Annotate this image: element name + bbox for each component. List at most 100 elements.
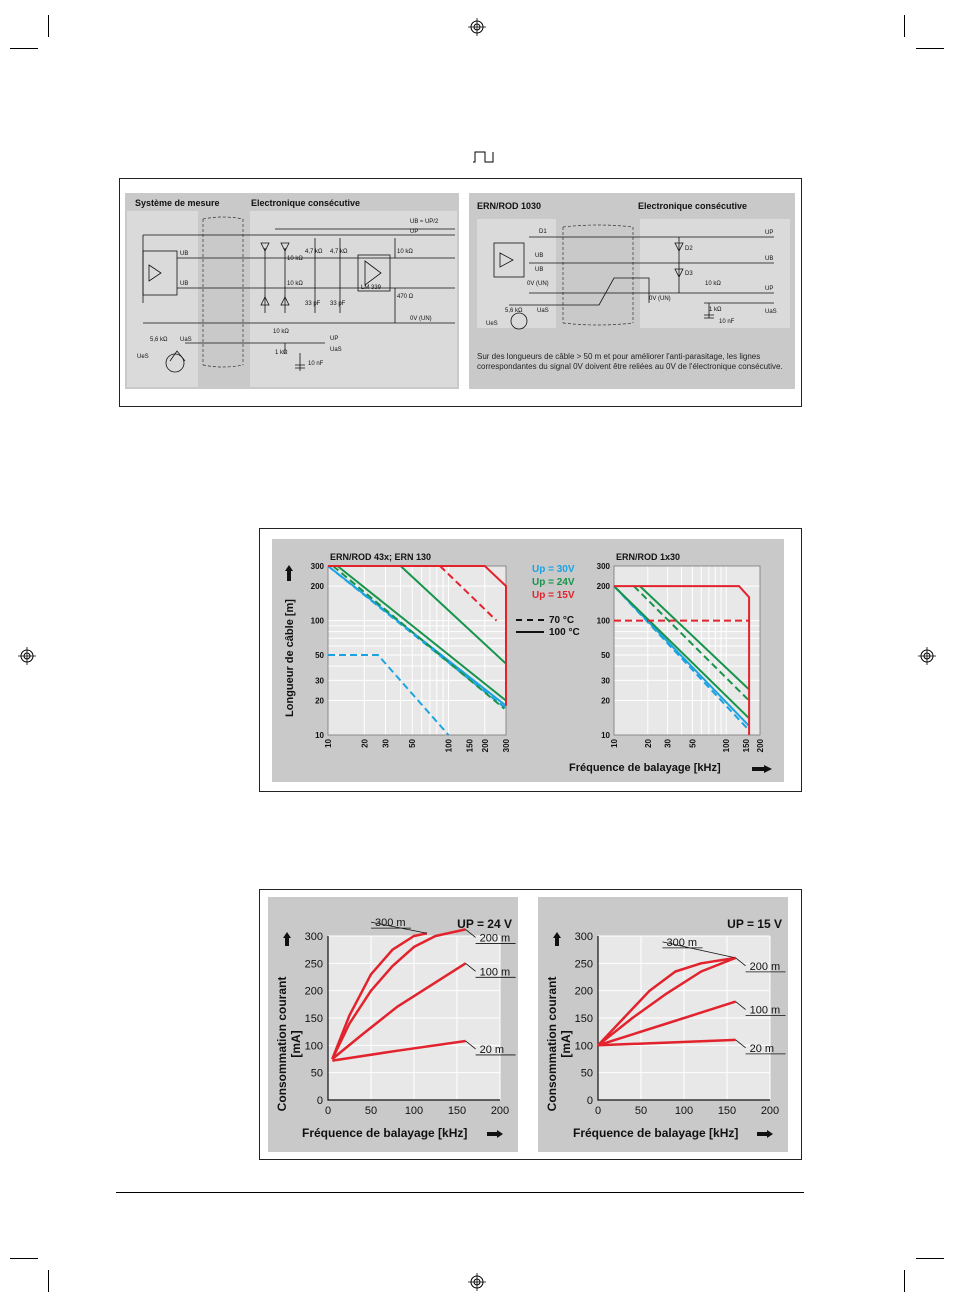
- circuit-label: UB: [535, 267, 543, 273]
- circuit-label: 33 pF: [305, 301, 321, 307]
- x-tick-label: 20: [644, 738, 653, 747]
- circuit-label: UB: [180, 281, 188, 287]
- circuit-label: 1 kΩ: [275, 350, 288, 356]
- circuit-label: 10 kΩ: [397, 249, 413, 255]
- x-tick-label: 30: [381, 738, 390, 747]
- circuit-label: UB: [535, 253, 543, 259]
- current-x-axis-label: Fréquence de balayage [kHz]: [302, 1126, 468, 1140]
- circuit-label: UB: [180, 251, 188, 257]
- current-y-axis-label: Consommation courant [mA]: [545, 976, 573, 1112]
- registration-mark-icon: [18, 647, 36, 665]
- y-tick-label: 300: [311, 562, 325, 571]
- legend-item-15v: Up = 15V: [532, 590, 575, 601]
- circuit-label: 10 kΩ: [273, 329, 289, 335]
- crop-mark: [10, 1258, 38, 1259]
- y-tick-label: 20: [315, 697, 324, 706]
- legend-item-solid: 100 °C: [516, 627, 580, 639]
- circuit-1-title-right: Electronique consécutive: [251, 198, 361, 208]
- y-tick-label: 10: [601, 731, 610, 740]
- current-x-axis-label: Fréquence de balayage [kHz]: [573, 1126, 739, 1140]
- registration-mark-icon: [918, 647, 936, 665]
- series-line: [597, 956, 737, 1047]
- legend-item-dashed: 70 °C: [516, 615, 580, 627]
- circuit-label: UaS: [537, 308, 549, 314]
- label-leader: [465, 963, 476, 972]
- x-tick-label: 150: [742, 738, 751, 752]
- y-tick-label: 300: [597, 562, 611, 571]
- circuit-2-panel: ERN/ROD 1030 Electronique consécutive D1…: [469, 193, 795, 389]
- y-tick-label: 250: [575, 958, 593, 970]
- current-chart-svg: 0 50 100 150 200 0 50 100 150 200 250 300 300 m 200 m…: [305, 917, 786, 1117]
- series-line: [399, 565, 507, 665]
- circuit-label: UeS: [137, 354, 149, 360]
- series-line: [597, 956, 736, 1047]
- series-line: [633, 585, 750, 702]
- label-leader: [735, 957, 746, 967]
- legend-item-24v: Up = 24V: [532, 577, 575, 588]
- circuit-label: 1 kΩ: [709, 307, 722, 313]
- y-tick-label: 200: [311, 582, 325, 591]
- chart-title-1: ERN/ROD 1x30: [616, 552, 680, 562]
- series-line: [613, 585, 750, 720]
- arrow-right-icon: [757, 1130, 773, 1138]
- series-line: [597, 1038, 736, 1047]
- footer-rule: [116, 1192, 804, 1193]
- chart-title: UP = 15 V: [727, 917, 782, 931]
- y-tick-label: 300: [305, 931, 323, 943]
- circuit-label: 10 kΩ: [705, 281, 721, 287]
- series-line: [331, 932, 428, 1060]
- legend-item-30v: Up = 30V: [532, 564, 575, 575]
- pulse-icon: [473, 151, 494, 163]
- series-label: 300 m: [375, 917, 406, 929]
- x-tick-label: 100: [405, 1105, 423, 1117]
- circuit-label: 5,6 kΩ: [150, 337, 168, 343]
- circuit-label: 10 kΩ: [287, 256, 303, 262]
- label-leader: [735, 1001, 746, 1010]
- circuit-label: D3: [685, 271, 693, 277]
- circuit-label: 10 nF: [719, 319, 735, 325]
- x-tick-label: 100: [722, 738, 731, 752]
- cable-legend: Up = 30V Up = 24V Up = 15V: [532, 563, 575, 602]
- circuit-2-title-left: ERN/ROD 1030: [477, 201, 542, 211]
- series-line: [614, 585, 751, 735]
- circuit-label: 470 Ω: [397, 294, 414, 300]
- circuit-label: LM 339: [361, 285, 382, 291]
- series-line: [439, 565, 498, 622]
- cable-style-legend: 70 °C 100 °C: [516, 615, 580, 639]
- legend-label-100c: 100 °C: [549, 627, 580, 638]
- label-leader: [465, 1040, 476, 1050]
- series-line: [332, 1039, 466, 1062]
- axis-line: [327, 936, 500, 1101]
- circuit-label: 10 nF: [308, 361, 324, 367]
- crop-mark: [904, 15, 905, 37]
- circuit-2-title-right: Electronique consécutive: [638, 201, 748, 211]
- plot-area: [328, 566, 506, 735]
- circuit-label: 33 pF: [330, 301, 346, 307]
- circuit-label: D2: [685, 246, 693, 252]
- arrow-right-icon: [752, 765, 772, 773]
- cable-y-axis-label: Longueur de câble [m]: [284, 599, 296, 717]
- registration-mark-icon: [468, 18, 486, 36]
- circuit-label: 5,6 kΩ: [505, 308, 523, 314]
- series-line: [597, 1000, 736, 1047]
- circuit-label: UaS: [180, 337, 192, 343]
- y-tick-label: 150: [575, 1013, 593, 1025]
- series-line: [639, 585, 750, 691]
- x-tick-label: 10: [610, 738, 619, 747]
- circuit-label: UP: [765, 230, 773, 236]
- label-leader: [735, 1039, 746, 1049]
- x-tick-label: 150: [448, 1105, 466, 1117]
- arrow-up-icon: [553, 932, 561, 946]
- legend-label-70c: 70 °C: [549, 615, 575, 626]
- label-leader: [662, 941, 736, 959]
- circuit-label: 0V (UN): [527, 281, 549, 287]
- circuit-label: UP: [330, 336, 338, 342]
- crop-mark: [916, 1258, 944, 1259]
- y-tick-label: 200: [575, 986, 593, 998]
- y-tick-label: 0: [587, 1095, 593, 1107]
- x-tick-label: 200: [761, 1105, 779, 1117]
- y-tick-label: 250: [305, 958, 323, 970]
- circuit-label: UeS: [486, 321, 498, 327]
- label-leader: [370, 921, 427, 934]
- series-label: 200 m: [480, 932, 511, 944]
